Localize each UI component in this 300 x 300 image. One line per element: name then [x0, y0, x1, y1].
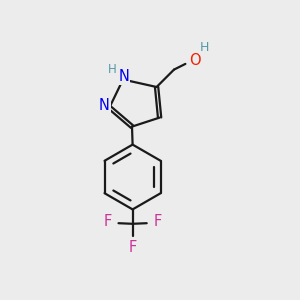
Text: F: F [103, 214, 112, 230]
Text: O: O [189, 53, 201, 68]
Text: F: F [128, 240, 137, 255]
Text: N: N [99, 98, 110, 113]
Text: H: H [108, 62, 117, 76]
Text: F: F [154, 214, 162, 230]
Text: N: N [118, 69, 129, 84]
Text: H: H [200, 41, 209, 54]
